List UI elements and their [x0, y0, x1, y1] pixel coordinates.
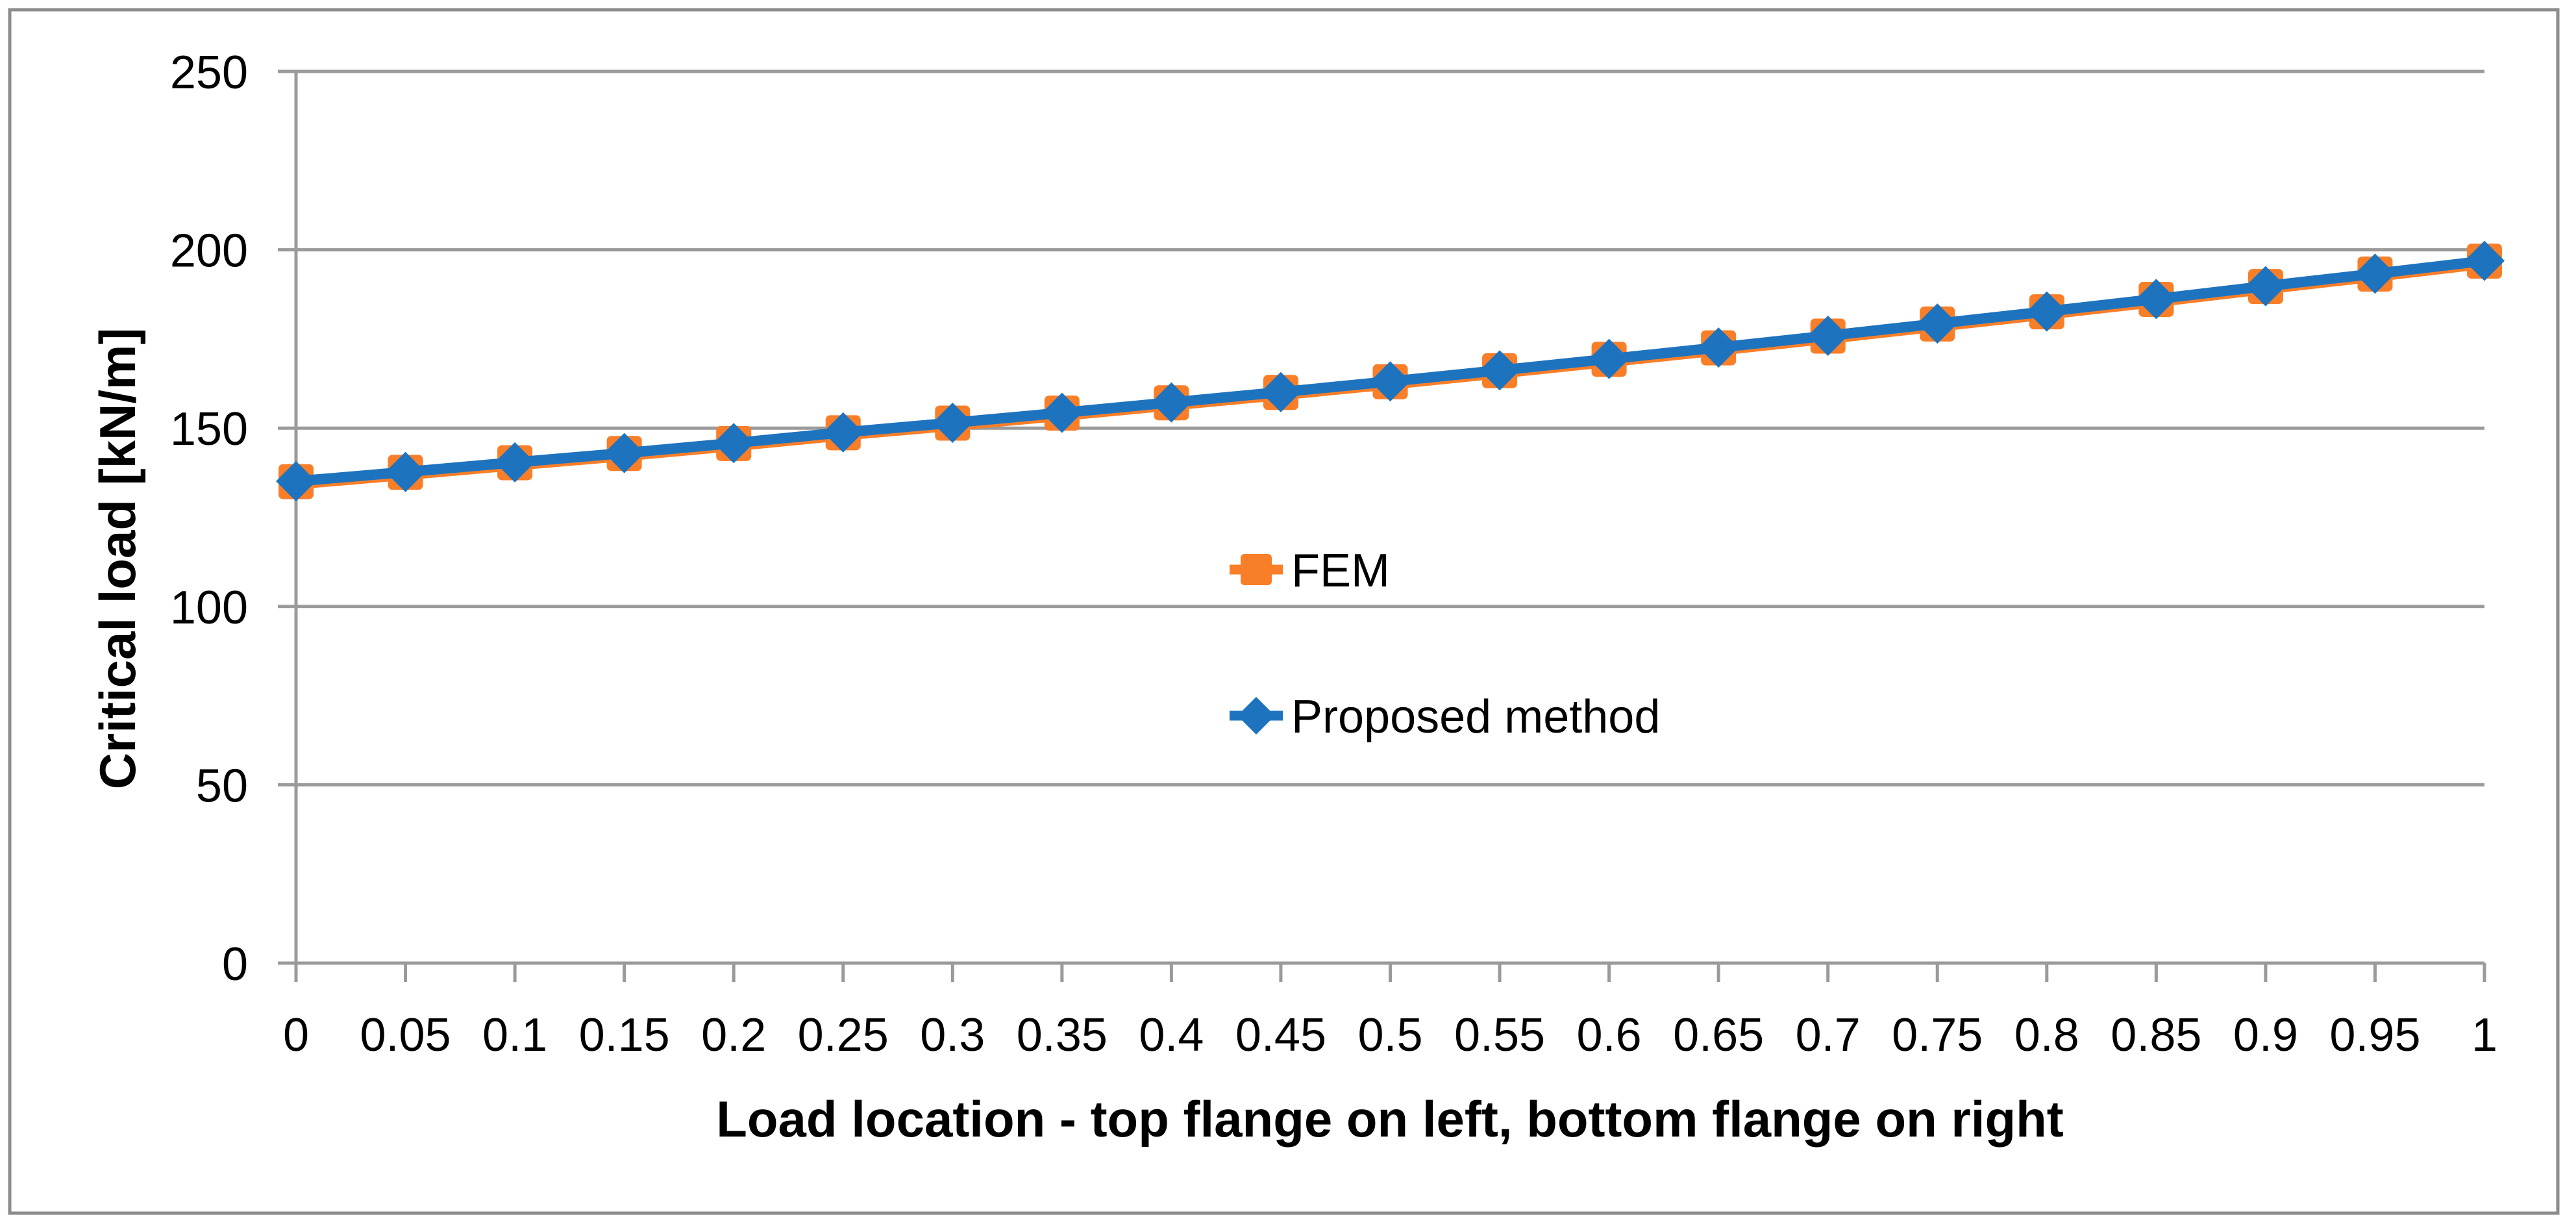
x-tick-label: 0.25	[798, 1009, 889, 1061]
data-point-marker	[823, 412, 863, 453]
data-point-marker	[2136, 279, 2177, 320]
y-tick-label: 150	[170, 403, 248, 455]
y-tick-label: 250	[170, 47, 248, 99]
data-point-marker	[276, 461, 316, 502]
x-tick-label: 0.75	[1892, 1009, 1983, 1061]
x-tick-label: 0.1	[482, 1009, 547, 1061]
x-tick-label: 0.9	[2233, 1009, 2298, 1061]
data-point-marker	[1698, 327, 1739, 368]
figure-border	[8, 8, 2560, 1215]
y-tick-label: 50	[196, 760, 248, 812]
x-tick-label: 1	[2471, 1009, 2497, 1061]
x-tick-label: 0.15	[579, 1009, 670, 1061]
data-point-marker	[713, 423, 754, 464]
legend-square-marker-icon	[1241, 554, 1272, 585]
y-tick-label: 100	[170, 582, 248, 634]
y-tick-label: 0	[222, 938, 248, 990]
data-point-marker	[1151, 382, 1192, 423]
data-point-marker	[2355, 253, 2396, 294]
legend-label: Proposed method	[1291, 691, 1660, 743]
y-axis-title: Critical load [kN/m]	[89, 328, 146, 790]
x-tick-label: 0.6	[1577, 1009, 1642, 1061]
legend-diamond-marker-icon	[1237, 697, 1275, 735]
series-markers-proposed	[276, 240, 2505, 502]
y-tick-label: 200	[170, 225, 248, 277]
data-point-marker	[1370, 361, 1411, 402]
x-tick-label: 0.95	[2329, 1009, 2420, 1061]
x-tick-label: 0.35	[1017, 1009, 1108, 1061]
gridlines	[296, 69, 2484, 965]
data-point-marker	[604, 433, 645, 473]
legend: FEM Proposed method	[1230, 545, 1660, 743]
legend-label: FEM	[1291, 545, 1390, 597]
data-point-marker	[2026, 291, 2067, 332]
data-point-marker	[1260, 371, 1301, 412]
x-tick-label: 0.85	[2111, 1009, 2201, 1061]
x-tick-label: 0.05	[360, 1009, 451, 1061]
x-axis-title: Load location - top flange on left, bott…	[716, 1090, 2063, 1148]
data-point-marker	[1480, 350, 1520, 391]
legend-item: FEM	[1230, 545, 1390, 597]
x-tick-label: 0.3	[920, 1009, 985, 1061]
x-tick-label: 0.7	[1796, 1009, 1861, 1061]
legend-item: Proposed method	[1230, 691, 1660, 743]
data-point-marker	[2245, 266, 2286, 307]
x-tick-label: 0.65	[1673, 1009, 1764, 1061]
tick-labels: 0 50 100 150 200 250 0 0.05 0.1 0.15 0.2 0.25 0.3 0.3…	[170, 47, 2497, 1061]
x-tick-label: 0.8	[2014, 1009, 2079, 1061]
data-point-marker	[1807, 315, 1848, 356]
data-point-marker	[1589, 338, 1629, 379]
x-tick-label: 0.4	[1139, 1009, 1204, 1061]
x-tick-label: 0.5	[1357, 1009, 1422, 1061]
x-tick-label: 0.2	[701, 1009, 766, 1061]
x-tick-label: 0.45	[1235, 1009, 1326, 1061]
data-point-marker	[1917, 303, 1958, 344]
data-point-marker	[385, 451, 426, 492]
data-point-marker	[495, 442, 536, 483]
data-point-marker	[1041, 392, 1082, 433]
x-tick-label: 0.55	[1454, 1009, 1545, 1061]
series-plot	[276, 240, 2505, 502]
x-tick-label: 0	[283, 1009, 309, 1061]
data-point-marker	[932, 402, 973, 443]
data-point-marker	[2464, 240, 2505, 281]
axes	[278, 69, 2486, 982]
